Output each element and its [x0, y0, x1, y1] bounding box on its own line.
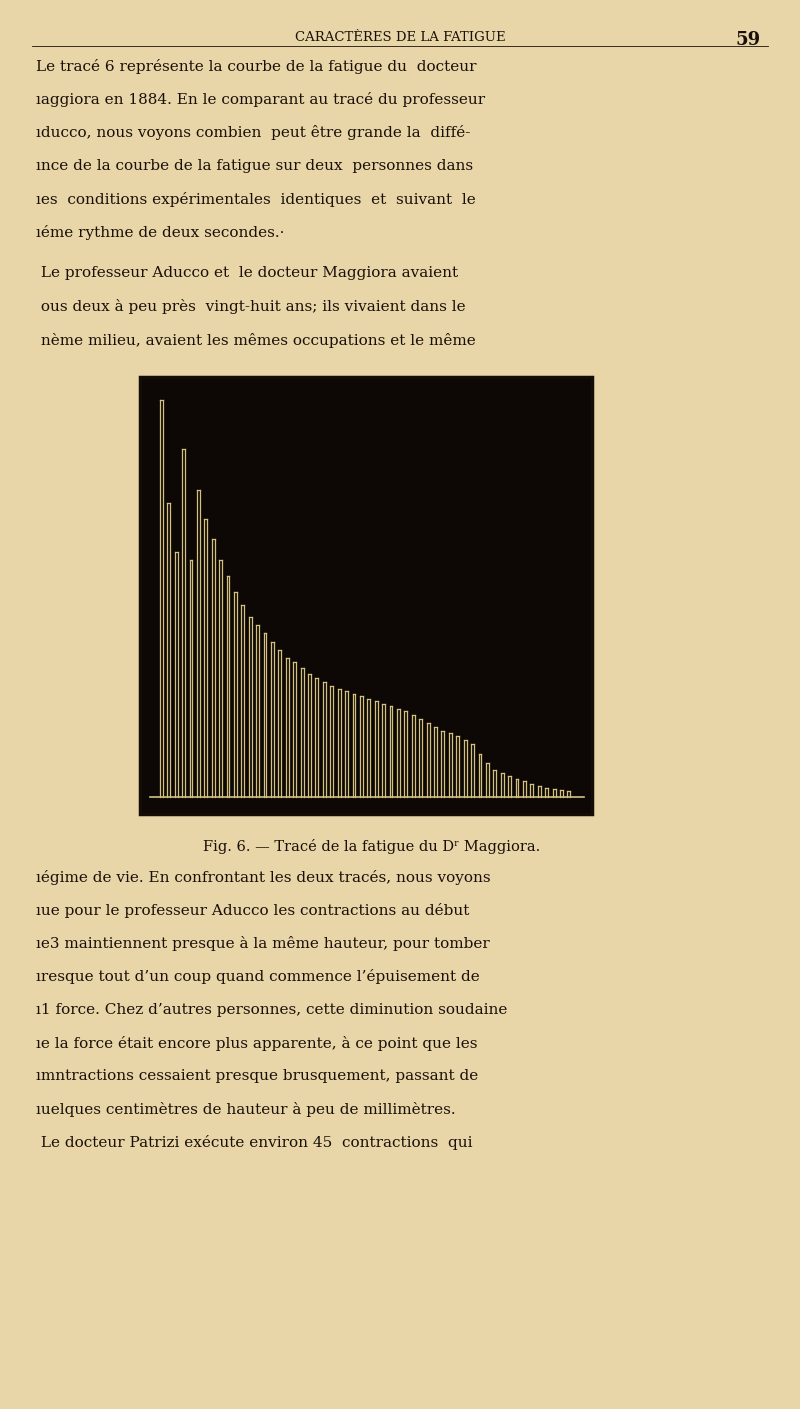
Text: ıe3 maintiennent presque à la même hauteur, pour tomber: ıe3 maintiennent presque à la même haute… [36, 937, 490, 951]
Text: ıe la force était encore plus apparente, à ce point que les: ıe la force était encore plus apparente,… [36, 1036, 478, 1051]
Text: ıéme rythme de deux secondes.·: ıéme rythme de deux secondes.· [36, 224, 285, 240]
Text: ınce de la courbe de la fatigue sur deux  personnes dans: ınce de la courbe de la fatigue sur deux… [36, 159, 473, 172]
Text: ıégime de vie. En confrontant les deux tracés, nous voyons: ıégime de vie. En confrontant les deux t… [36, 871, 490, 885]
Text: ıuelques centimètres de hauteur à peu de millimètres.: ıuelques centimètres de hauteur à peu de… [36, 1102, 456, 1117]
Text: ıducco, nous voyons combien  peut être grande la  diffé-: ıducco, nous voyons combien peut être gr… [36, 125, 470, 141]
Text: 59: 59 [735, 31, 761, 49]
Text: ımntractions cessaient presque brusquement, passant de: ımntractions cessaient presque brusqueme… [36, 1069, 478, 1082]
Bar [140, 376, 592, 814]
Text: CARACTÈRES DE LA FATIGUE: CARACTÈRES DE LA FATIGUE [294, 31, 506, 44]
Text: Le docteur Patrizi exécute environ 45  contractions  qui: Le docteur Patrizi exécute environ 45 co… [36, 1136, 473, 1150]
Text: ıaggiora en 1884. En le comparant au tracé du professeur: ıaggiora en 1884. En le comparant au tra… [36, 93, 485, 107]
Text: Le tracé 6 représente la courbe de la fatigue du  docteur: Le tracé 6 représente la courbe de la fa… [36, 59, 477, 75]
Text: ıue pour le professeur Aducco les contractions au début: ıue pour le professeur Aducco les contra… [36, 903, 470, 919]
Text: ı1 force. Chez d’autres personnes, cette diminution soudaine: ı1 force. Chez d’autres personnes, cette… [36, 1003, 507, 1016]
Text: ıes  conditions expérimentales  identiques  et  suivant  le: ıes conditions expérimentales identiques… [36, 192, 476, 207]
Text: Fig. 6. — Tracé de la fatigue du Dʳ Maggiora.: Fig. 6. — Tracé de la fatigue du Dʳ Magg… [203, 840, 541, 854]
Text: ous deux à peu près  vingt-huit ans; ils vivaient dans le: ous deux à peu près vingt-huit ans; ils … [36, 300, 466, 314]
Text: Le professeur Aducco et  le docteur Maggiora avaient: Le professeur Aducco et le docteur Maggi… [36, 266, 458, 280]
Text: ıresque tout d’un coup quand commence l’épuisement de: ıresque tout d’un coup quand commence l’… [36, 969, 480, 985]
Text: nème milieu, avaient les mêmes occupations et le même: nème milieu, avaient les mêmes occupatio… [36, 333, 476, 348]
